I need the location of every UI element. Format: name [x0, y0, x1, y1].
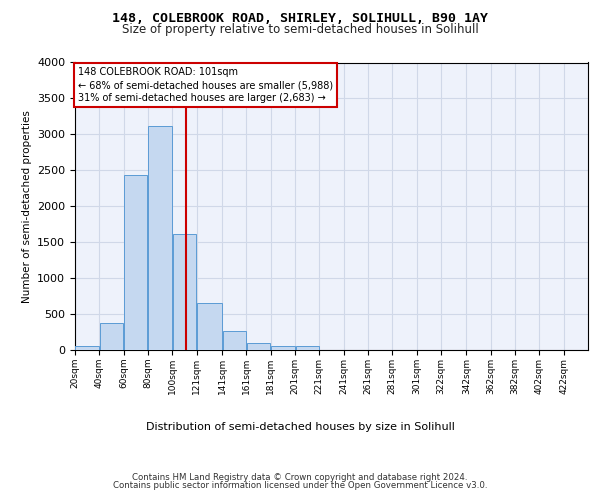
Bar — [271, 346, 295, 350]
Bar — [76, 346, 99, 350]
Bar — [247, 343, 270, 350]
Text: Contains HM Land Registry data © Crown copyright and database right 2024.: Contains HM Land Registry data © Crown c… — [132, 472, 468, 482]
Bar — [173, 234, 196, 350]
Bar — [124, 176, 148, 350]
Text: 148 COLEBROOK ROAD: 101sqm
← 68% of semi-detached houses are smaller (5,988)
31%: 148 COLEBROOK ROAD: 101sqm ← 68% of semi… — [77, 67, 332, 103]
Text: Distribution of semi-detached houses by size in Solihull: Distribution of semi-detached houses by … — [146, 422, 454, 432]
Y-axis label: Number of semi-detached properties: Number of semi-detached properties — [22, 110, 32, 302]
Text: Contains public sector information licensed under the Open Government Licence v3: Contains public sector information licen… — [113, 482, 487, 490]
Bar — [223, 332, 246, 350]
Bar — [148, 126, 172, 350]
Bar — [100, 322, 123, 350]
Text: 148, COLEBROOK ROAD, SHIRLEY, SOLIHULL, B90 1AY: 148, COLEBROOK ROAD, SHIRLEY, SOLIHULL, … — [112, 12, 488, 26]
Text: Size of property relative to semi-detached houses in Solihull: Size of property relative to semi-detach… — [122, 22, 478, 36]
Bar — [197, 304, 221, 350]
Bar — [296, 346, 319, 350]
